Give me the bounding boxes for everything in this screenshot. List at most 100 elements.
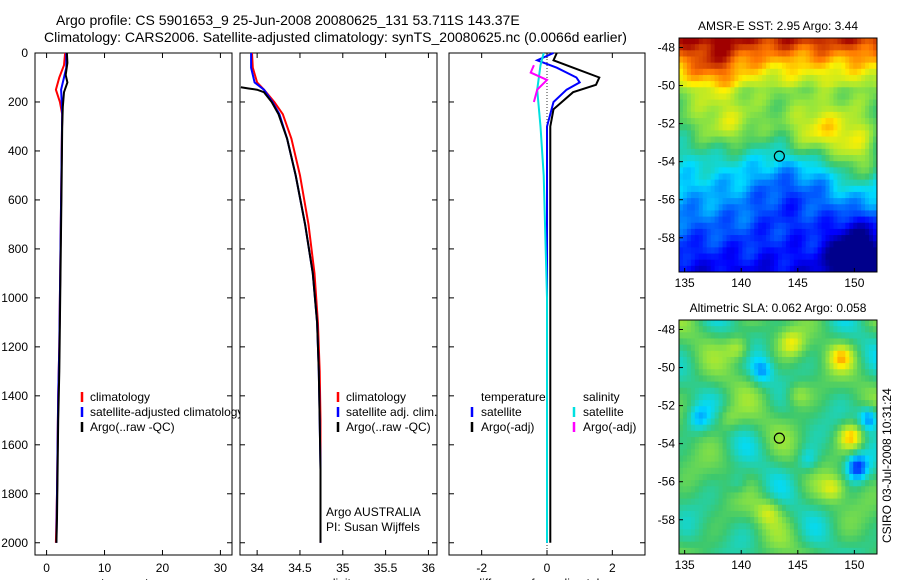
sla_map-cell	[714, 369, 720, 377]
sla_map-cell	[829, 412, 835, 420]
sst_map-cell	[873, 167, 877, 175]
sst_map-cell	[789, 50, 795, 58]
sst_map-cell	[781, 105, 787, 113]
sla_map-cell	[833, 504, 838, 512]
sst_map-cell	[817, 265, 823, 272]
sst_map-cell	[762, 179, 767, 187]
sst_map-cell	[690, 222, 696, 230]
sla_map-cell	[833, 510, 838, 518]
sla_map-cell	[714, 338, 720, 346]
sst_map-cell	[781, 204, 787, 212]
sla_map-cell	[750, 350, 755, 358]
sla_map-cell	[865, 486, 870, 494]
sst_map-cell	[817, 130, 823, 138]
sla_map-cell	[762, 541, 767, 549]
sst_map-cell	[821, 185, 827, 193]
sst_map-cell	[813, 228, 819, 236]
sst_map-cell	[722, 105, 728, 113]
sst_map-cell	[679, 130, 684, 138]
sla_map-cell	[821, 517, 827, 524]
sst_map-cell	[694, 87, 700, 95]
sst_map-cell	[742, 155, 747, 162]
sla_map-cell	[682, 480, 688, 487]
sst_map-cell	[853, 50, 858, 58]
sla_map-cell	[722, 449, 728, 457]
sst_map-cell	[690, 179, 696, 187]
sla_map-cell	[722, 498, 728, 506]
sla_map-cell	[770, 547, 775, 554]
sla_map-cell	[837, 437, 842, 444]
sla_map-cell	[702, 412, 708, 420]
sla_map-cell	[679, 369, 684, 377]
sla_map-cell	[758, 344, 763, 352]
sst_map-cell	[762, 87, 767, 95]
sst_map-cell	[865, 118, 870, 125]
sla_map-cell	[750, 486, 755, 494]
sst_map-cell	[869, 99, 874, 107]
sst_map-cell	[873, 198, 877, 205]
sst_map-cell	[718, 228, 724, 236]
sst_map-cell	[710, 210, 716, 218]
sla_map-cell	[754, 547, 759, 554]
sst_map-cell	[679, 216, 684, 224]
sst_map-cell	[801, 185, 807, 193]
sla_map-cell	[785, 430, 791, 438]
sst_map-cell	[718, 68, 724, 76]
sst_map-cell	[825, 74, 831, 82]
sla_map-cell	[837, 369, 842, 377]
sla_map-cell	[781, 449, 787, 457]
sst_map-cell	[754, 99, 759, 107]
sla_map-cell	[738, 547, 743, 554]
sst_map-cell	[694, 167, 700, 175]
sst_map-cell	[718, 191, 724, 199]
sla_map-cell	[706, 430, 712, 438]
sst_map-cell	[797, 210, 803, 218]
sst_map-cell	[686, 167, 692, 175]
sla_map-cell	[758, 338, 763, 346]
sla_map-cell	[789, 461, 795, 469]
sla_map-cell	[694, 406, 700, 413]
sla_map-cell	[813, 473, 819, 481]
sla_map-cell	[825, 535, 831, 543]
sla_map-cell	[797, 363, 803, 370]
sst_map-title: AMSR-E SST: 2.95 Argo: 3.44	[698, 19, 858, 33]
sla_map-cell	[710, 449, 716, 457]
sst_map-cell	[821, 130, 827, 138]
sst_map-cell	[706, 155, 712, 162]
sla_map-cell	[766, 443, 771, 450]
sla_map-cell	[738, 455, 743, 463]
sla_map-cell	[778, 350, 783, 358]
sla_map-cell	[722, 455, 728, 463]
sst_map-cell	[825, 118, 831, 125]
sla_map-cell	[730, 344, 736, 352]
sst_map-cell	[821, 81, 827, 88]
sst_map-cell	[873, 87, 877, 95]
sst_map-cell	[833, 136, 838, 144]
sla_map-cell	[853, 443, 858, 450]
sst_map-cell	[789, 44, 795, 51]
sst_map-cell	[694, 105, 700, 113]
sla_map-cell	[702, 449, 708, 457]
sla_map-cell	[690, 517, 696, 524]
sst_map-cell	[734, 155, 739, 162]
sla_map-cell	[869, 443, 874, 450]
sla_map-cell	[746, 480, 751, 487]
sla_map-cell	[801, 344, 807, 352]
sla_map-cell	[698, 443, 704, 450]
sla_map-cell	[718, 443, 724, 450]
sst_map-cell	[730, 44, 736, 51]
sst_map-cell	[722, 130, 728, 138]
sst_map-cell	[698, 161, 704, 168]
sla_map-cell	[694, 461, 700, 469]
sla_map-cell	[845, 393, 850, 401]
sla_map-cell	[726, 338, 732, 346]
sla_map-cell	[785, 406, 791, 413]
sla_map-cell	[702, 406, 708, 413]
sla_map-cell	[849, 467, 854, 475]
sla_map-cell	[865, 443, 870, 450]
sla_map-cell	[718, 369, 724, 377]
sla_map-cell	[869, 523, 874, 530]
sst_map-cell	[742, 161, 747, 168]
sst_map-cell	[869, 111, 874, 119]
sla_map-cell	[770, 320, 775, 327]
